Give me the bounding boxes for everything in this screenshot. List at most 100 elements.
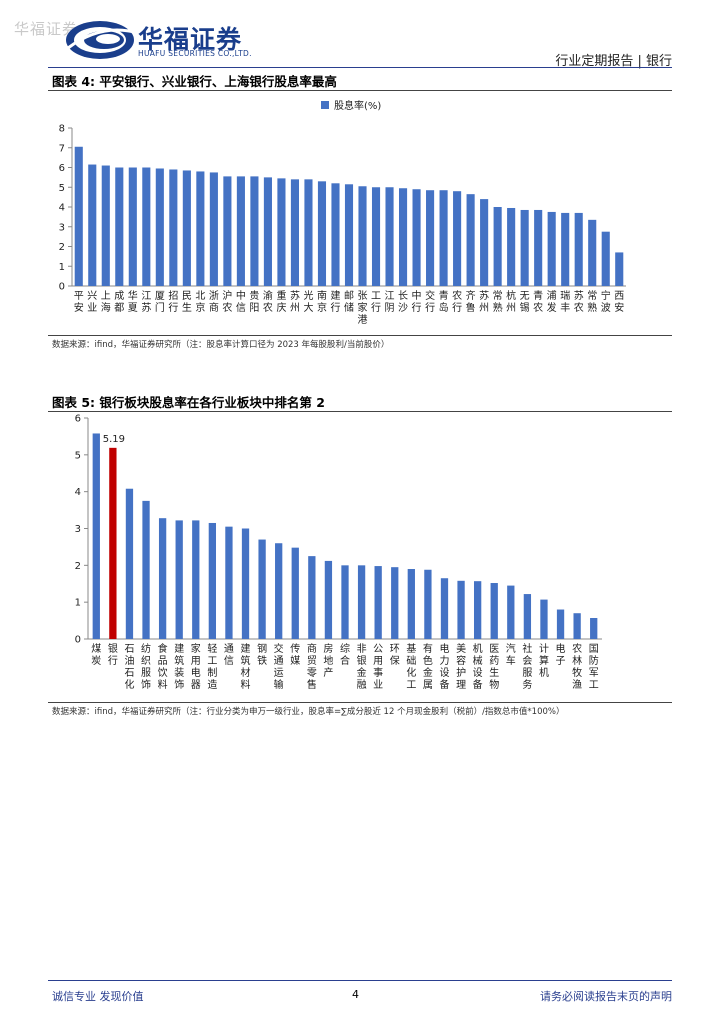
x-tick-label: 张: [358, 290, 368, 302]
bar: [507, 585, 515, 639]
x-tick-label: 化: [406, 666, 416, 679]
y-tick-label: 1: [59, 262, 65, 273]
x-tick-label: 农: [222, 301, 232, 314]
x-tick-label: 电: [556, 642, 566, 655]
x-tick-label: 青: [533, 289, 543, 302]
x-tick-label: 备: [439, 678, 449, 691]
x-tick-label: 农: [452, 289, 462, 302]
x-tick-label: 行: [371, 301, 381, 314]
footer-slogan: 诚信专业 发现价值: [52, 990, 144, 1003]
x-tick-label: 行: [452, 301, 462, 314]
x-tick-label: 交: [274, 642, 284, 655]
x-tick-label: 色: [423, 654, 433, 667]
x-tick-label: 护: [456, 666, 466, 679]
x-tick-label: 装: [174, 666, 184, 679]
x-tick-label: 电: [439, 642, 449, 655]
x-tick-label: 发: [547, 301, 557, 314]
figure4-source: 数据来源：ifind，华福证券研究所（注：股息率计算口径为 2023 年每股股利…: [52, 340, 390, 350]
x-tick-label: 工: [589, 680, 599, 691]
x-tick-label: 轻: [207, 642, 217, 655]
x-tick-label: 庆: [276, 301, 286, 314]
x-tick-label: 造: [207, 678, 217, 691]
bar: [277, 178, 286, 286]
y-tick-label: 4: [59, 203, 65, 214]
x-tick-label: 林: [572, 654, 582, 667]
x-tick-label: 招: [168, 289, 178, 302]
x-tick-label: 油: [124, 654, 134, 667]
watermark: 华福证券: [14, 20, 79, 38]
bar: [547, 211, 556, 286]
x-tick-label: 夏: [128, 302, 138, 314]
figure4-bottom-rule: [48, 335, 672, 336]
x-tick-label: 商: [209, 301, 219, 314]
x-tick-label: 生: [489, 666, 499, 679]
x-tick-label: 售: [307, 678, 317, 691]
bar: [520, 209, 529, 286]
bar: [290, 179, 300, 286]
bar: [590, 618, 598, 639]
x-tick-label: 服: [141, 667, 151, 679]
x-tick-label: 药: [489, 655, 499, 667]
y-tick-label: 1: [75, 598, 81, 609]
figure5-source: 数据来源：ifind，华福证券研究所（注：行业分类为申万一级行业，股息率=∑成分…: [52, 707, 565, 717]
x-tick-label: 州: [506, 302, 516, 314]
x-tick-label: 金: [423, 666, 433, 679]
x-tick-label: 料: [158, 678, 168, 691]
bar: [158, 518, 167, 639]
x-tick-label: 运: [274, 667, 284, 679]
x-tick-label: 宁: [601, 289, 611, 302]
x-tick-label: 融: [357, 679, 367, 691]
x-tick-label: 波: [601, 301, 611, 314]
bar: [507, 207, 516, 286]
header-divider: [48, 67, 672, 68]
y-tick-label: 4: [75, 487, 81, 498]
x-tick-label: 常: [587, 289, 597, 302]
x-tick-label: 浦: [547, 289, 557, 302]
x-tick-label: 行: [168, 301, 178, 314]
bar: [341, 565, 349, 639]
x-tick-label: 京: [195, 301, 205, 314]
x-tick-label: 社: [522, 642, 532, 655]
x-tick-label: 算: [539, 654, 549, 667]
x-tick-label: 饮: [158, 666, 168, 679]
x-tick-label: 产: [323, 666, 333, 679]
x-tick-label: 饰: [141, 678, 151, 691]
bar: [391, 567, 399, 639]
legend-swatch: [321, 101, 329, 109]
x-tick-label: 安: [614, 301, 624, 314]
x-tick-label: 行: [330, 301, 340, 314]
x-tick-label: 家: [191, 642, 201, 655]
x-tick-label: 织: [141, 655, 151, 667]
x-tick-label: 光: [303, 289, 313, 302]
bar-data-label: 5.19: [103, 434, 125, 445]
x-tick-label: 环: [390, 644, 400, 655]
bar: [291, 547, 299, 639]
x-tick-label: 齐: [466, 289, 476, 302]
x-tick-label: 信: [236, 302, 246, 314]
x-tick-label: 无: [520, 291, 530, 302]
x-tick-label: 阳: [249, 302, 259, 314]
x-tick-label: 用: [373, 656, 383, 667]
x-tick-label: 业: [87, 302, 97, 314]
x-tick-label: 业: [373, 679, 383, 691]
x-tick-label: 材: [241, 666, 251, 679]
x-tick-label: 车: [506, 654, 516, 667]
x-tick-label: 港: [358, 314, 368, 326]
bar: [385, 187, 394, 286]
x-tick-label: 长: [398, 290, 408, 302]
bar: [308, 556, 316, 639]
bar: [258, 539, 266, 639]
bar: [88, 164, 97, 286]
x-tick-label: 储: [344, 301, 354, 314]
bar: [561, 212, 570, 286]
x-tick-label: 农: [572, 642, 582, 655]
x-tick-label: 家: [358, 301, 368, 314]
y-tick-label: 2: [75, 561, 81, 572]
x-tick-label: 饰: [174, 678, 184, 691]
x-tick-label: 服: [522, 667, 532, 679]
x-tick-label: 炭: [91, 655, 101, 667]
y-tick-label: 3: [59, 222, 65, 233]
x-tick-label: 合: [340, 654, 350, 667]
x-tick-label: 邮: [344, 289, 354, 302]
x-tick-label: 锡: [520, 301, 530, 314]
